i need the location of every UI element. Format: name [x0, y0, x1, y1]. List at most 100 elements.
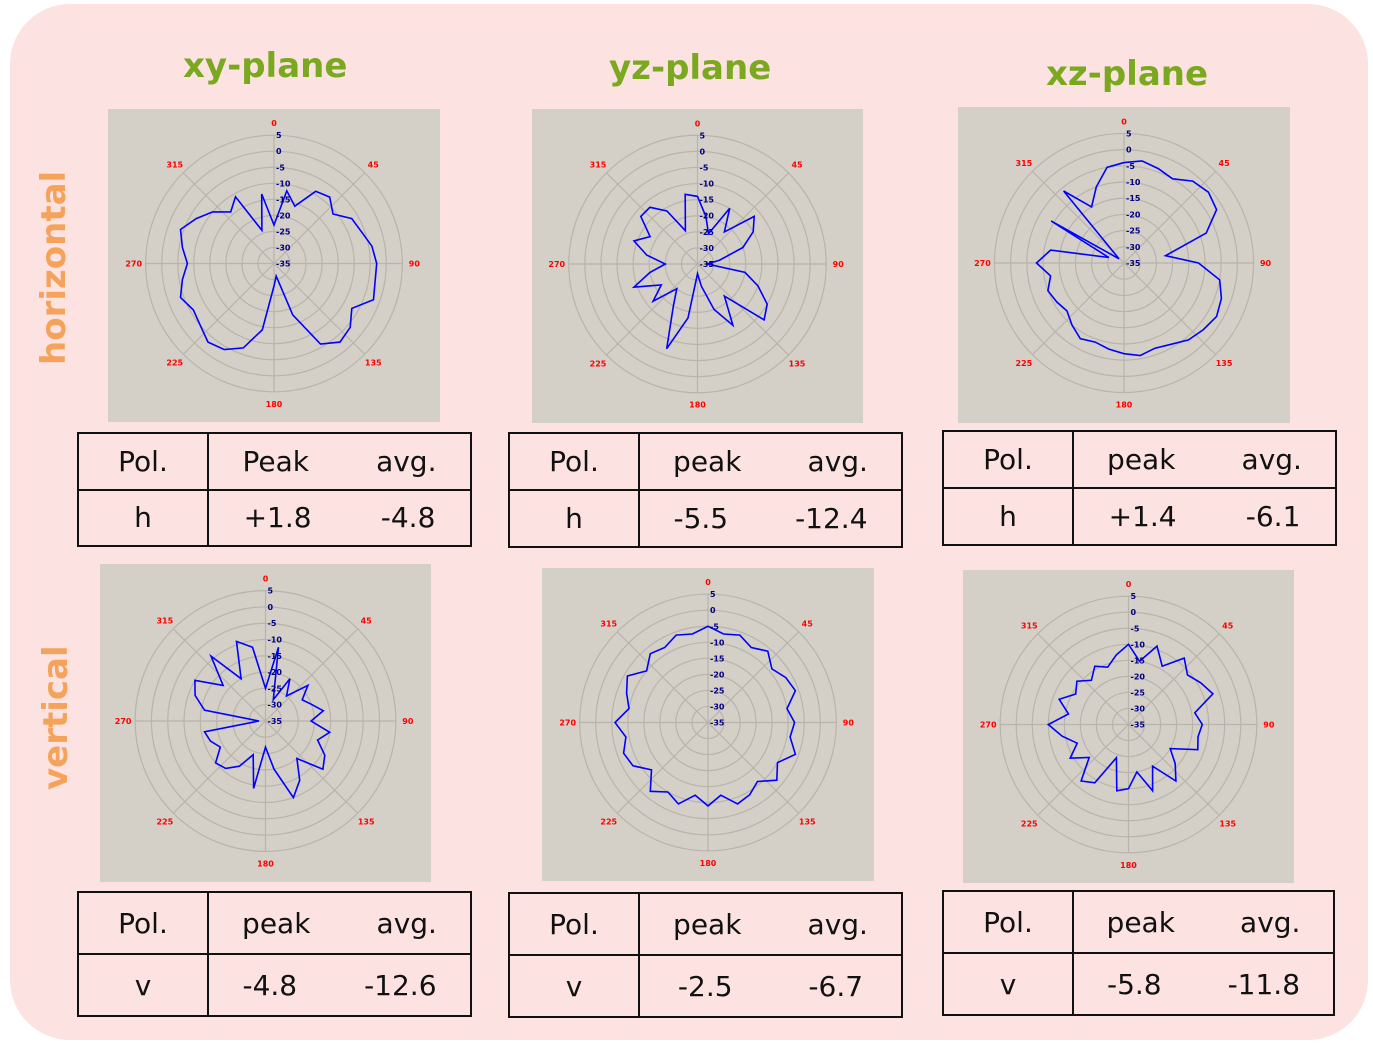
angle-label: 180	[700, 859, 717, 868]
angle-label: 45	[791, 160, 803, 169]
radial-label: -35	[710, 719, 725, 728]
radial-label: -10	[1126, 178, 1141, 187]
grid-spoke	[265, 720, 359, 814]
radial-label: -20	[1131, 672, 1146, 681]
avg-header: avg.	[807, 907, 868, 941]
pol-value: v	[77, 953, 209, 1017]
radial-label: -25	[1131, 688, 1146, 697]
grid-spoke	[1128, 633, 1220, 725]
radial-label: -15	[276, 195, 291, 204]
peak-header: peak	[1107, 443, 1176, 476]
angle-label: 45	[368, 160, 380, 169]
angle-label: 90	[1263, 721, 1275, 730]
radial-label: 0	[1131, 608, 1137, 617]
radial-label: -35	[700, 260, 715, 269]
radial-label: 5	[1131, 592, 1137, 601]
pattern-trace	[1046, 643, 1215, 794]
angle-label: 45	[1219, 159, 1231, 168]
radial-label: -25	[276, 227, 291, 236]
column-title-xz: xz-plane	[1046, 54, 1209, 94]
pattern-trace	[1035, 160, 1223, 357]
radial-label: -25	[1126, 227, 1141, 236]
peak-header: Peak	[242, 444, 310, 478]
radial-label: -5	[1131, 624, 1140, 633]
angle-label: 0	[1121, 117, 1127, 126]
radial-label: -20	[268, 668, 283, 677]
radial-label: 5	[700, 131, 706, 140]
polar-plot-yz-horizontal: 0 45 90 135 180 225 270 315 5 0 -5 -10 -15 -20 -25 -30 -…	[532, 109, 863, 423]
radial-label: 0	[1126, 146, 1132, 155]
radial-label: -15	[710, 654, 725, 663]
radial-label: -30	[268, 701, 283, 710]
stats-table-yz-vertical: Pol. peak avg. v -2.5 -6.7	[508, 892, 903, 1018]
radial-label: -5	[276, 163, 285, 172]
avg-value: -12.6	[364, 968, 437, 1002]
pattern-trace	[179, 188, 378, 351]
angle-label: 180	[257, 859, 274, 868]
radial-label: -15	[1126, 194, 1141, 203]
grid-spoke	[265, 628, 359, 722]
avg-value: -12.4	[795, 502, 868, 535]
polar-plot-xz-vertical: 0 45 90 135 180 225 270 315 5 0 -5 -10 -15 -20 -25 -30 -…	[963, 570, 1294, 883]
peak-value: +1.4	[1108, 500, 1177, 533]
angle-label: 315	[590, 160, 607, 169]
radial-label: 0	[710, 606, 716, 615]
angle-label: 270	[125, 260, 142, 269]
radial-label: -35	[1126, 259, 1141, 268]
pol-header: Pol.	[77, 432, 209, 491]
grid-spoke	[606, 263, 698, 356]
grid-spoke	[273, 172, 366, 264]
radial-label: -10	[268, 636, 283, 645]
angle-label: 90	[409, 260, 421, 269]
column-title-yz: yz-plane	[609, 48, 772, 88]
radial-label: -5	[710, 622, 719, 631]
peak-header: peak	[242, 906, 311, 940]
angle-label: 270	[980, 721, 997, 730]
angle-label: 0	[1126, 580, 1132, 589]
radial-label: 5	[1126, 129, 1132, 138]
radial-label: -30	[1131, 704, 1146, 713]
pol-header: Pol.	[942, 430, 1074, 489]
pol-header: Pol.	[942, 890, 1074, 954]
angle-label: 315	[1016, 159, 1033, 168]
angle-label: 45	[1222, 621, 1234, 630]
angle-label: 0	[263, 575, 269, 584]
radial-label: -25	[268, 684, 283, 693]
radial-label: -15	[1131, 656, 1146, 665]
radial-label: -5	[700, 163, 709, 172]
grid-spoke	[273, 263, 366, 355]
radial-label: 0	[268, 603, 274, 612]
peak-value: -2.5	[677, 969, 733, 1003]
angle-label: 0	[705, 578, 711, 587]
grid-spoke	[707, 722, 800, 814]
stats-table-xy-horizontal: Pol. Peak avg. h +1.8 -4.8	[77, 432, 472, 547]
avg-value: -6.1	[1245, 500, 1301, 533]
radial-label: -30	[276, 243, 291, 252]
angle-label: 90	[402, 717, 414, 726]
angle-label: 270	[559, 719, 576, 728]
grid-spoke	[616, 722, 709, 814]
peak-header: peak	[673, 445, 742, 478]
grid-spoke	[1123, 262, 1217, 356]
radial-label: -35	[1131, 721, 1146, 730]
grid-spoke	[1128, 724, 1220, 816]
pol-value: h	[77, 488, 209, 547]
radial-label: -30	[700, 244, 715, 253]
angle-label: 270	[548, 260, 565, 269]
angle-label: 180	[1120, 861, 1137, 870]
angle-label: 315	[166, 160, 183, 169]
angle-label: 315	[156, 616, 173, 625]
angle-label: 270	[974, 259, 991, 268]
peak-value: -5.5	[673, 502, 729, 535]
row-label-vertical: vertical	[36, 645, 76, 790]
stats-table-yz-horizontal: Pol. peak avg. h -5.5 -12.4	[508, 432, 903, 548]
angle-label: 315	[1021, 621, 1038, 630]
radial-label: 5	[268, 587, 274, 596]
radial-label: -30	[1126, 243, 1141, 252]
grid-spoke	[697, 263, 789, 356]
pol-header: Pol.	[508, 892, 640, 956]
angle-label: 0	[271, 119, 277, 128]
radial-label: -35	[276, 260, 291, 269]
radial-label: -35	[268, 717, 283, 726]
angle-label: 0	[695, 119, 701, 128]
